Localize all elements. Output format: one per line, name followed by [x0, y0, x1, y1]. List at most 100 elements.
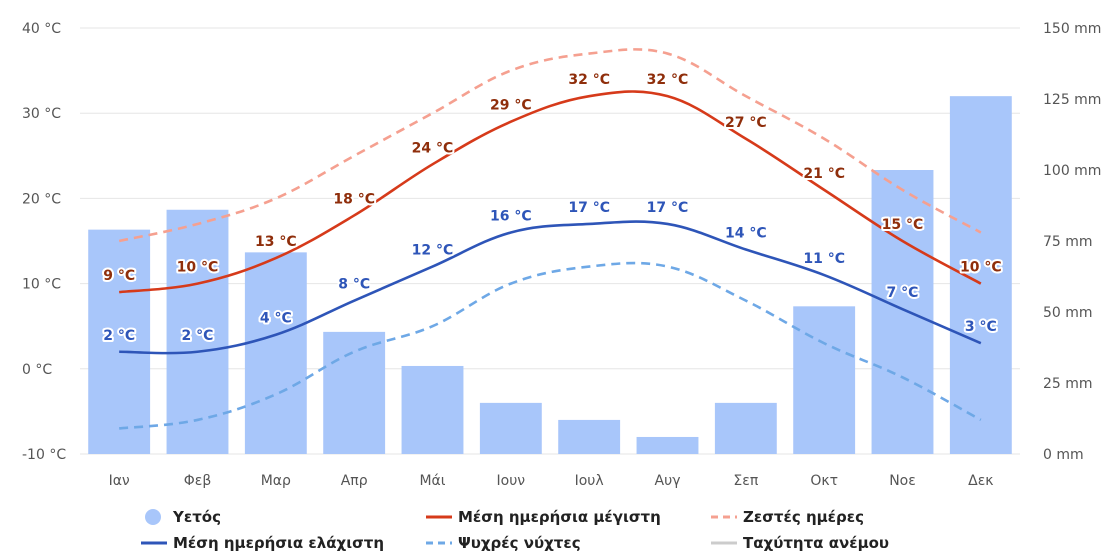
data-label-halo: 17 °C [568, 200, 610, 216]
data-label-max: 10 °C [177, 260, 219, 276]
data-label-halo: 2 °C [182, 328, 214, 344]
data-label-halo: 7 °C [887, 285, 919, 301]
data-label-halo: 15 °C [882, 217, 924, 233]
left-tick-label: 10 °C [22, 277, 61, 293]
precip-bar [479, 402, 542, 454]
left-axis: -10 °C 0 °C 10 °C 20 °C 30 °C 40 °C [22, 21, 66, 463]
legend[interactable]: Υετός Μέση ημερήσια μέγιστη Ζεστές ημέρες Μ… [141, 508, 889, 552]
data-label-halo: 10 °C [177, 260, 219, 276]
data-label-min: 14 °C [725, 226, 767, 242]
data-label-halo: 14 °C [725, 226, 767, 242]
right-tick-label: 75 mm [1043, 234, 1093, 250]
precip-bar [714, 402, 777, 454]
line-cold [119, 261, 982, 430]
data-label-halo: 21 °C [803, 166, 845, 182]
data-label-max: 9 °C [103, 268, 135, 284]
grid [80, 27, 1020, 455]
line-max [119, 90, 982, 294]
legend-label: Μέση ημερήσια μέγιστη [458, 508, 661, 526]
data-label-max: 13 °C [255, 234, 297, 250]
data-label-halo: 2 °C [103, 328, 135, 344]
data-label-halo: 27 °C [725, 115, 767, 131]
data-label-halo: 11 °C [803, 251, 845, 267]
left-tick-label: 40 °C [22, 21, 61, 37]
x-tick-label: Μάι [419, 473, 445, 489]
legend-item-max[interactable]: Μέση ημερήσια μέγιστη [426, 508, 661, 526]
data-label-halo: 13 °C [255, 234, 297, 250]
data-label-min: 16 °C [490, 208, 532, 224]
left-tick-label: -10 °C [22, 447, 66, 463]
precipitation-bars [88, 96, 1012, 454]
legend-symbol [145, 509, 161, 525]
precip-bar [166, 209, 229, 454]
x-tick-label: Ιουλ [575, 473, 604, 489]
data-label-min: 2 °C [103, 328, 135, 344]
data-label-halo: 4 °C [260, 311, 292, 327]
line-min [119, 220, 982, 355]
precip-bar [871, 170, 934, 454]
right-tick-label: 0 mm [1043, 447, 1084, 463]
left-tick-label: 20 °C [22, 191, 61, 207]
legend-label: Ταχύτητα ανέμου [743, 534, 889, 552]
data-label-halo: 16 °C [490, 208, 532, 224]
right-tick-label: 25 mm [1043, 376, 1093, 392]
data-label-max: 15 °C [882, 217, 924, 233]
data-label-halo: 32 °C [568, 72, 610, 88]
x-tick-label: Αυγ [655, 473, 681, 489]
data-label-max: 27 °C [725, 115, 767, 131]
data-label-halo: 18 °C [333, 191, 375, 207]
data-label-min: 12 °C [412, 243, 454, 259]
legend-item-wind[interactable]: Ταχύτητα ανέμου [711, 534, 889, 552]
x-tick-label: Ιουν [497, 473, 526, 489]
legend-item-precip[interactable]: Υετός [145, 508, 221, 526]
data-labels: 9 °C9 °C10 °C10 °C13 °C13 °C18 °C18 °C24… [101, 70, 1003, 346]
legend-label: Μέση ημερήσια ελάχιστη [173, 534, 384, 552]
data-label-halo: 3 °C [965, 319, 997, 335]
precip-bar [323, 331, 386, 454]
legend-item-min[interactable]: Μέση ημερήσια ελάχιστη [141, 534, 384, 552]
data-label-halo: 9 °C [103, 268, 135, 284]
right-tick-label: 100 mm [1043, 163, 1101, 179]
x-tick-label: Ιαν [109, 473, 130, 489]
precip-bar [793, 306, 856, 454]
x-tick-label: Μαρ [261, 473, 291, 489]
data-label-min: 17 °C [647, 200, 689, 216]
temperature-lines [118, 48, 982, 430]
data-label-halo: 10 °C [960, 260, 1002, 276]
data-label-max: 29 °C [490, 98, 532, 114]
legend-label: Ψυχρές νύχτες [458, 534, 581, 552]
line-hot [118, 48, 982, 243]
precip-bar [636, 436, 699, 454]
right-tick-label: 50 mm [1043, 305, 1093, 321]
data-label-halo: 24 °C [412, 140, 454, 156]
right-tick-label: 125 mm [1043, 92, 1101, 108]
x-axis: Ιαν Φεβ Μαρ Απρ Μάι Ιουν Ιουλ Αυγ Σεπ Οκτ Νοε Δεκ [109, 473, 994, 489]
data-label-halo: 17 °C [647, 200, 689, 216]
x-tick-label: Φεβ [184, 473, 212, 489]
data-label-max: 24 °C [412, 140, 454, 156]
data-label-min: 3 °C [965, 319, 997, 335]
data-label-max: 21 °C [803, 166, 845, 182]
legend-item-hot[interactable]: Ζεστές ημέρες [711, 508, 864, 526]
data-label-max: 32 °C [568, 72, 610, 88]
right-axis: 0 mm 25 mm 50 mm 75 mm 100 mm 125 mm 150 mm [1043, 21, 1101, 463]
data-label-halo: 8 °C [338, 277, 370, 293]
precip-bar [401, 365, 464, 454]
precip-bar [949, 96, 1012, 454]
data-label-halo: 12 °C [412, 243, 454, 259]
data-label-min: 2 °C [182, 328, 214, 344]
x-tick-label: Οκτ [810, 473, 838, 489]
x-tick-label: Νοε [889, 473, 916, 489]
x-tick-label: Σεπ [733, 473, 758, 489]
data-label-halo: 29 °C [490, 98, 532, 114]
data-label-max: 18 °C [333, 191, 375, 207]
legend-label: Υετός [172, 508, 221, 526]
data-label-min: 11 °C [803, 251, 845, 267]
left-tick-label: 0 °C [22, 362, 52, 378]
data-label-min: 17 °C [568, 200, 610, 216]
legend-item-cold[interactable]: Ψυχρές νύχτες [426, 534, 581, 552]
data-label-min: 4 °C [260, 311, 292, 327]
legend-label: Ζεστές ημέρες [743, 508, 864, 526]
precip-bar [244, 252, 307, 454]
